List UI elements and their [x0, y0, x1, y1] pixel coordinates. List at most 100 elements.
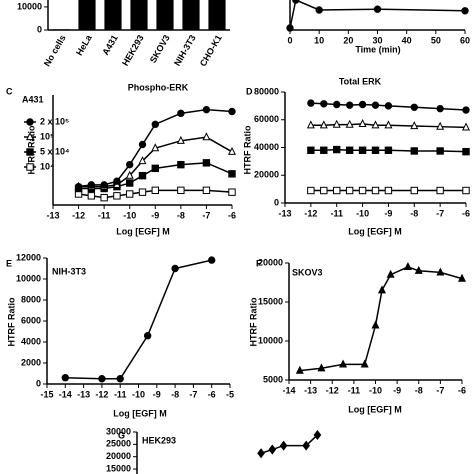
x-tick-label: 60 — [460, 35, 470, 45]
x-tick-label: SKOV3 — [148, 33, 172, 64]
point — [61, 374, 70, 382]
y-tick-label: 8000 — [21, 294, 41, 304]
panel: 5000 10000 15000 20000 -14 -13 -12 -11 -10 -9 -8 -7… — [248, 257, 467, 414]
x-tick-label: -5 — [226, 389, 234, 399]
bar — [182, 0, 200, 30]
x-tick-label: A431 — [100, 33, 119, 57]
legend-label: 2 x 10⁵ — [40, 116, 69, 126]
point — [345, 146, 354, 154]
x-tick-label: -6 — [462, 208, 470, 218]
point — [208, 256, 216, 264]
bar — [156, 0, 174, 30]
panel-label: F — [256, 258, 262, 268]
point — [315, 6, 323, 14]
point — [100, 181, 108, 189]
point — [98, 375, 106, 383]
series-line — [65, 259, 212, 380]
point — [307, 99, 315, 107]
point — [138, 171, 147, 180]
point — [268, 444, 277, 455]
y-axis-label: HTRF Ratio — [242, 125, 252, 174]
point — [403, 261, 412, 270]
point — [386, 269, 395, 278]
point — [307, 186, 315, 195]
point — [358, 146, 367, 154]
panel: 0 10000 No cells HeLa A431 HEK293 SKOV3 NIH-3T3… — [17, 0, 230, 68]
point — [113, 192, 121, 200]
panel: 0 10 20 30 40 50 60 Time (min) — [286, 0, 470, 54]
point — [384, 186, 393, 195]
x-tick-label: -8 — [171, 389, 179, 399]
x-tick-label: -6 — [458, 385, 466, 395]
x-tick-label: No cells — [42, 33, 68, 68]
bar — [78, 0, 96, 30]
point — [257, 448, 265, 459]
x-tick-label: -10 — [369, 385, 382, 395]
point — [410, 121, 419, 130]
legend-label: 10⁴ — [40, 161, 54, 171]
x-tick-label: -7 — [189, 389, 197, 399]
point — [410, 103, 418, 111]
point — [151, 164, 159, 173]
point — [462, 147, 470, 156]
x-tick-label: -7 — [202, 210, 210, 220]
point — [358, 100, 367, 109]
point — [384, 146, 393, 154]
legend-label: 10⁵ — [40, 131, 54, 141]
series-line — [299, 266, 463, 372]
panel-label: G — [118, 430, 125, 440]
y-axis-label: HTRF Ratio — [248, 297, 258, 346]
point — [345, 119, 354, 128]
x-tick-label: -7 — [436, 208, 444, 218]
y-tick-label: 10000 — [258, 335, 283, 345]
point — [384, 102, 393, 110]
point — [227, 146, 237, 155]
x-tick-label: -13 — [77, 389, 90, 399]
point — [317, 363, 326, 372]
point — [320, 100, 328, 108]
x-tick-label: -13 — [46, 210, 59, 220]
y-tick-label: 30000 — [106, 426, 131, 436]
point — [100, 193, 108, 202]
point — [202, 105, 211, 114]
x-tick-label: -9 — [384, 208, 392, 218]
point — [462, 106, 470, 114]
y-tick-label: 40000 — [254, 142, 279, 152]
y-tick-label: 80000 — [254, 86, 279, 96]
point — [358, 186, 367, 195]
y-tick-label: 60000 — [254, 114, 279, 124]
x-tick-label: -8 — [410, 208, 418, 218]
x-axis-label: Log [EGF] M — [348, 226, 402, 236]
panel: 0 20000 40000 60000 80000 -13 -12 -11 -10 -9 -8 -7 -… — [242, 76, 471, 236]
bar — [208, 0, 226, 30]
series-line — [78, 136, 233, 188]
point — [373, 5, 382, 13]
point — [371, 186, 380, 195]
legend-marker — [26, 148, 34, 156]
point — [113, 177, 121, 185]
chart-title: Phospho-ERK — [128, 82, 189, 92]
point — [377, 285, 386, 294]
point — [371, 320, 380, 329]
x-tick-label: 0 — [287, 35, 292, 45]
point — [307, 146, 315, 154]
point — [436, 147, 444, 155]
x-tick-label: -9 — [153, 389, 161, 399]
x-tick-label: NIH-3T3 — [172, 33, 198, 67]
point — [228, 107, 236, 116]
y-tick-label: 12000 — [16, 252, 41, 262]
x-tick-label: 30 — [372, 35, 382, 45]
y-tick-label: 0 — [37, 24, 42, 34]
x-tick-label: -15 — [40, 389, 53, 399]
point — [202, 186, 211, 195]
y-tick-label: 10000 — [16, 273, 41, 283]
point — [436, 104, 444, 113]
point — [410, 147, 418, 155]
point — [319, 120, 328, 129]
x-tick-label: 40 — [402, 35, 412, 45]
point — [177, 186, 185, 195]
